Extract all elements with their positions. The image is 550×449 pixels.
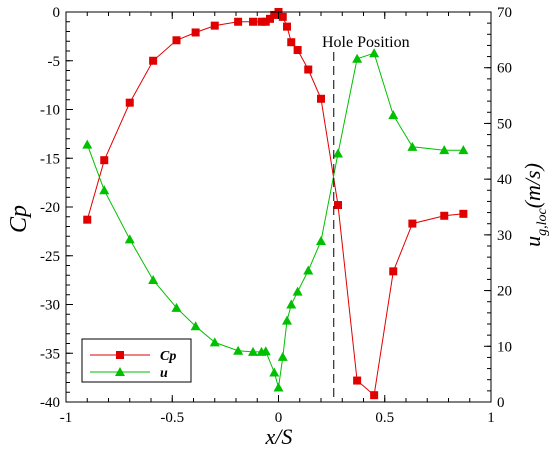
y-left-tick-label: -5 (48, 54, 61, 70)
data-point-u (248, 346, 258, 356)
data-point-u (292, 286, 303, 296)
data-point-u (369, 48, 380, 58)
y-right-axis-title-sub: g,loc (535, 208, 550, 236)
data-point-cp (100, 156, 109, 165)
y-right-tick-label: 10 (497, 339, 512, 355)
y-left-tick-label: -25 (40, 249, 60, 265)
y-right-tick-label: 60 (497, 61, 512, 77)
data-point-u (190, 321, 201, 331)
y-right-axis-title: ug,loc(m/s) (520, 163, 550, 247)
hole-position-annotation: Hole Position (322, 34, 410, 51)
legend-marker-u (115, 367, 125, 376)
data-point-u (439, 145, 450, 155)
legend-label-u: u (160, 366, 168, 381)
y-left-tick-label: -15 (40, 151, 60, 167)
y-right-tick-label: 20 (497, 284, 512, 300)
data-point-cp (278, 12, 287, 21)
data-point-cp (270, 10, 279, 19)
x-tick-label: 0 (275, 410, 283, 426)
y-right-tick-label: 30 (497, 228, 512, 244)
data-point-u (316, 235, 326, 245)
y-left-tick-label: -10 (40, 103, 60, 119)
data-point-u (277, 351, 288, 361)
x-tick-label: 1 (487, 410, 495, 426)
data-point-cp (172, 36, 181, 45)
data-point-u (388, 110, 399, 120)
data-point-u (352, 53, 363, 63)
series-line-u (86, 52, 464, 388)
data-point-cp (266, 14, 274, 23)
data-point-cp (257, 17, 266, 26)
y-left-tick-label: -35 (40, 346, 60, 362)
data-point-cp (334, 201, 342, 210)
data-point-u (286, 299, 297, 309)
x-tick-label: -0.5 (160, 410, 184, 426)
data-point-cp (234, 17, 243, 26)
data-point-u (260, 346, 271, 356)
y-left-tick-label: -40 (40, 395, 60, 411)
data-point-cp (261, 17, 270, 26)
y-right-tick-label: 40 (497, 172, 512, 188)
x-axis-title: x/S (265, 424, 293, 449)
data-point-u (99, 185, 110, 195)
data-point-cp (283, 22, 291, 31)
data-point-cp (440, 211, 449, 220)
data-point-u (273, 382, 284, 392)
data-point-cp (149, 56, 158, 65)
data-point-cp (353, 376, 362, 385)
y-left-axis-title: Cp (6, 205, 32, 233)
data-point-u (458, 145, 469, 155)
data-point-cp (210, 21, 219, 30)
y-left-tick-label: -30 (40, 298, 60, 314)
y-right-axis-title-unit: (m/s) (520, 163, 545, 208)
data-point-cp (83, 215, 92, 224)
data-point-u (82, 139, 93, 149)
data-point-cp (287, 38, 296, 47)
legend-label-cp: Cp (160, 349, 176, 364)
y-left-tick-label: 0 (53, 5, 61, 21)
data-point-u (303, 265, 314, 275)
y-right-tick-label: 70 (497, 5, 512, 21)
legend: Cp u (81, 338, 192, 383)
data-point-cp (191, 28, 200, 37)
data-point-u (148, 274, 159, 284)
data-point-u (333, 148, 343, 158)
y-left-tick-label: -20 (40, 200, 60, 216)
x-tick-label: 0.5 (375, 410, 394, 426)
data-point-u (269, 367, 280, 377)
data-point-cp (125, 98, 134, 107)
data-point-u (233, 345, 244, 355)
data-point-u (171, 302, 182, 312)
data-point-cp (249, 17, 257, 26)
data-point-cp (293, 46, 302, 55)
y-right-tick-label: 0 (497, 395, 505, 411)
data-point-cp (408, 219, 417, 228)
x-tick-label: -1 (60, 410, 73, 426)
data-point-cp (317, 94, 325, 103)
y-right-axis-title-main: u (520, 236, 545, 247)
data-point-cp (370, 391, 379, 400)
data-point-cp (389, 267, 398, 276)
legend-marker-cp (116, 351, 124, 359)
legend-box (81, 338, 192, 383)
data-point-cp (459, 209, 468, 218)
data-point-u (282, 315, 292, 325)
data-point-u (124, 234, 135, 244)
data-point-u (407, 141, 418, 151)
y-right-tick-label: 50 (497, 116, 512, 132)
data-point-u (209, 337, 220, 347)
series-line-cp (86, 11, 464, 397)
data-point-cp (304, 65, 313, 74)
